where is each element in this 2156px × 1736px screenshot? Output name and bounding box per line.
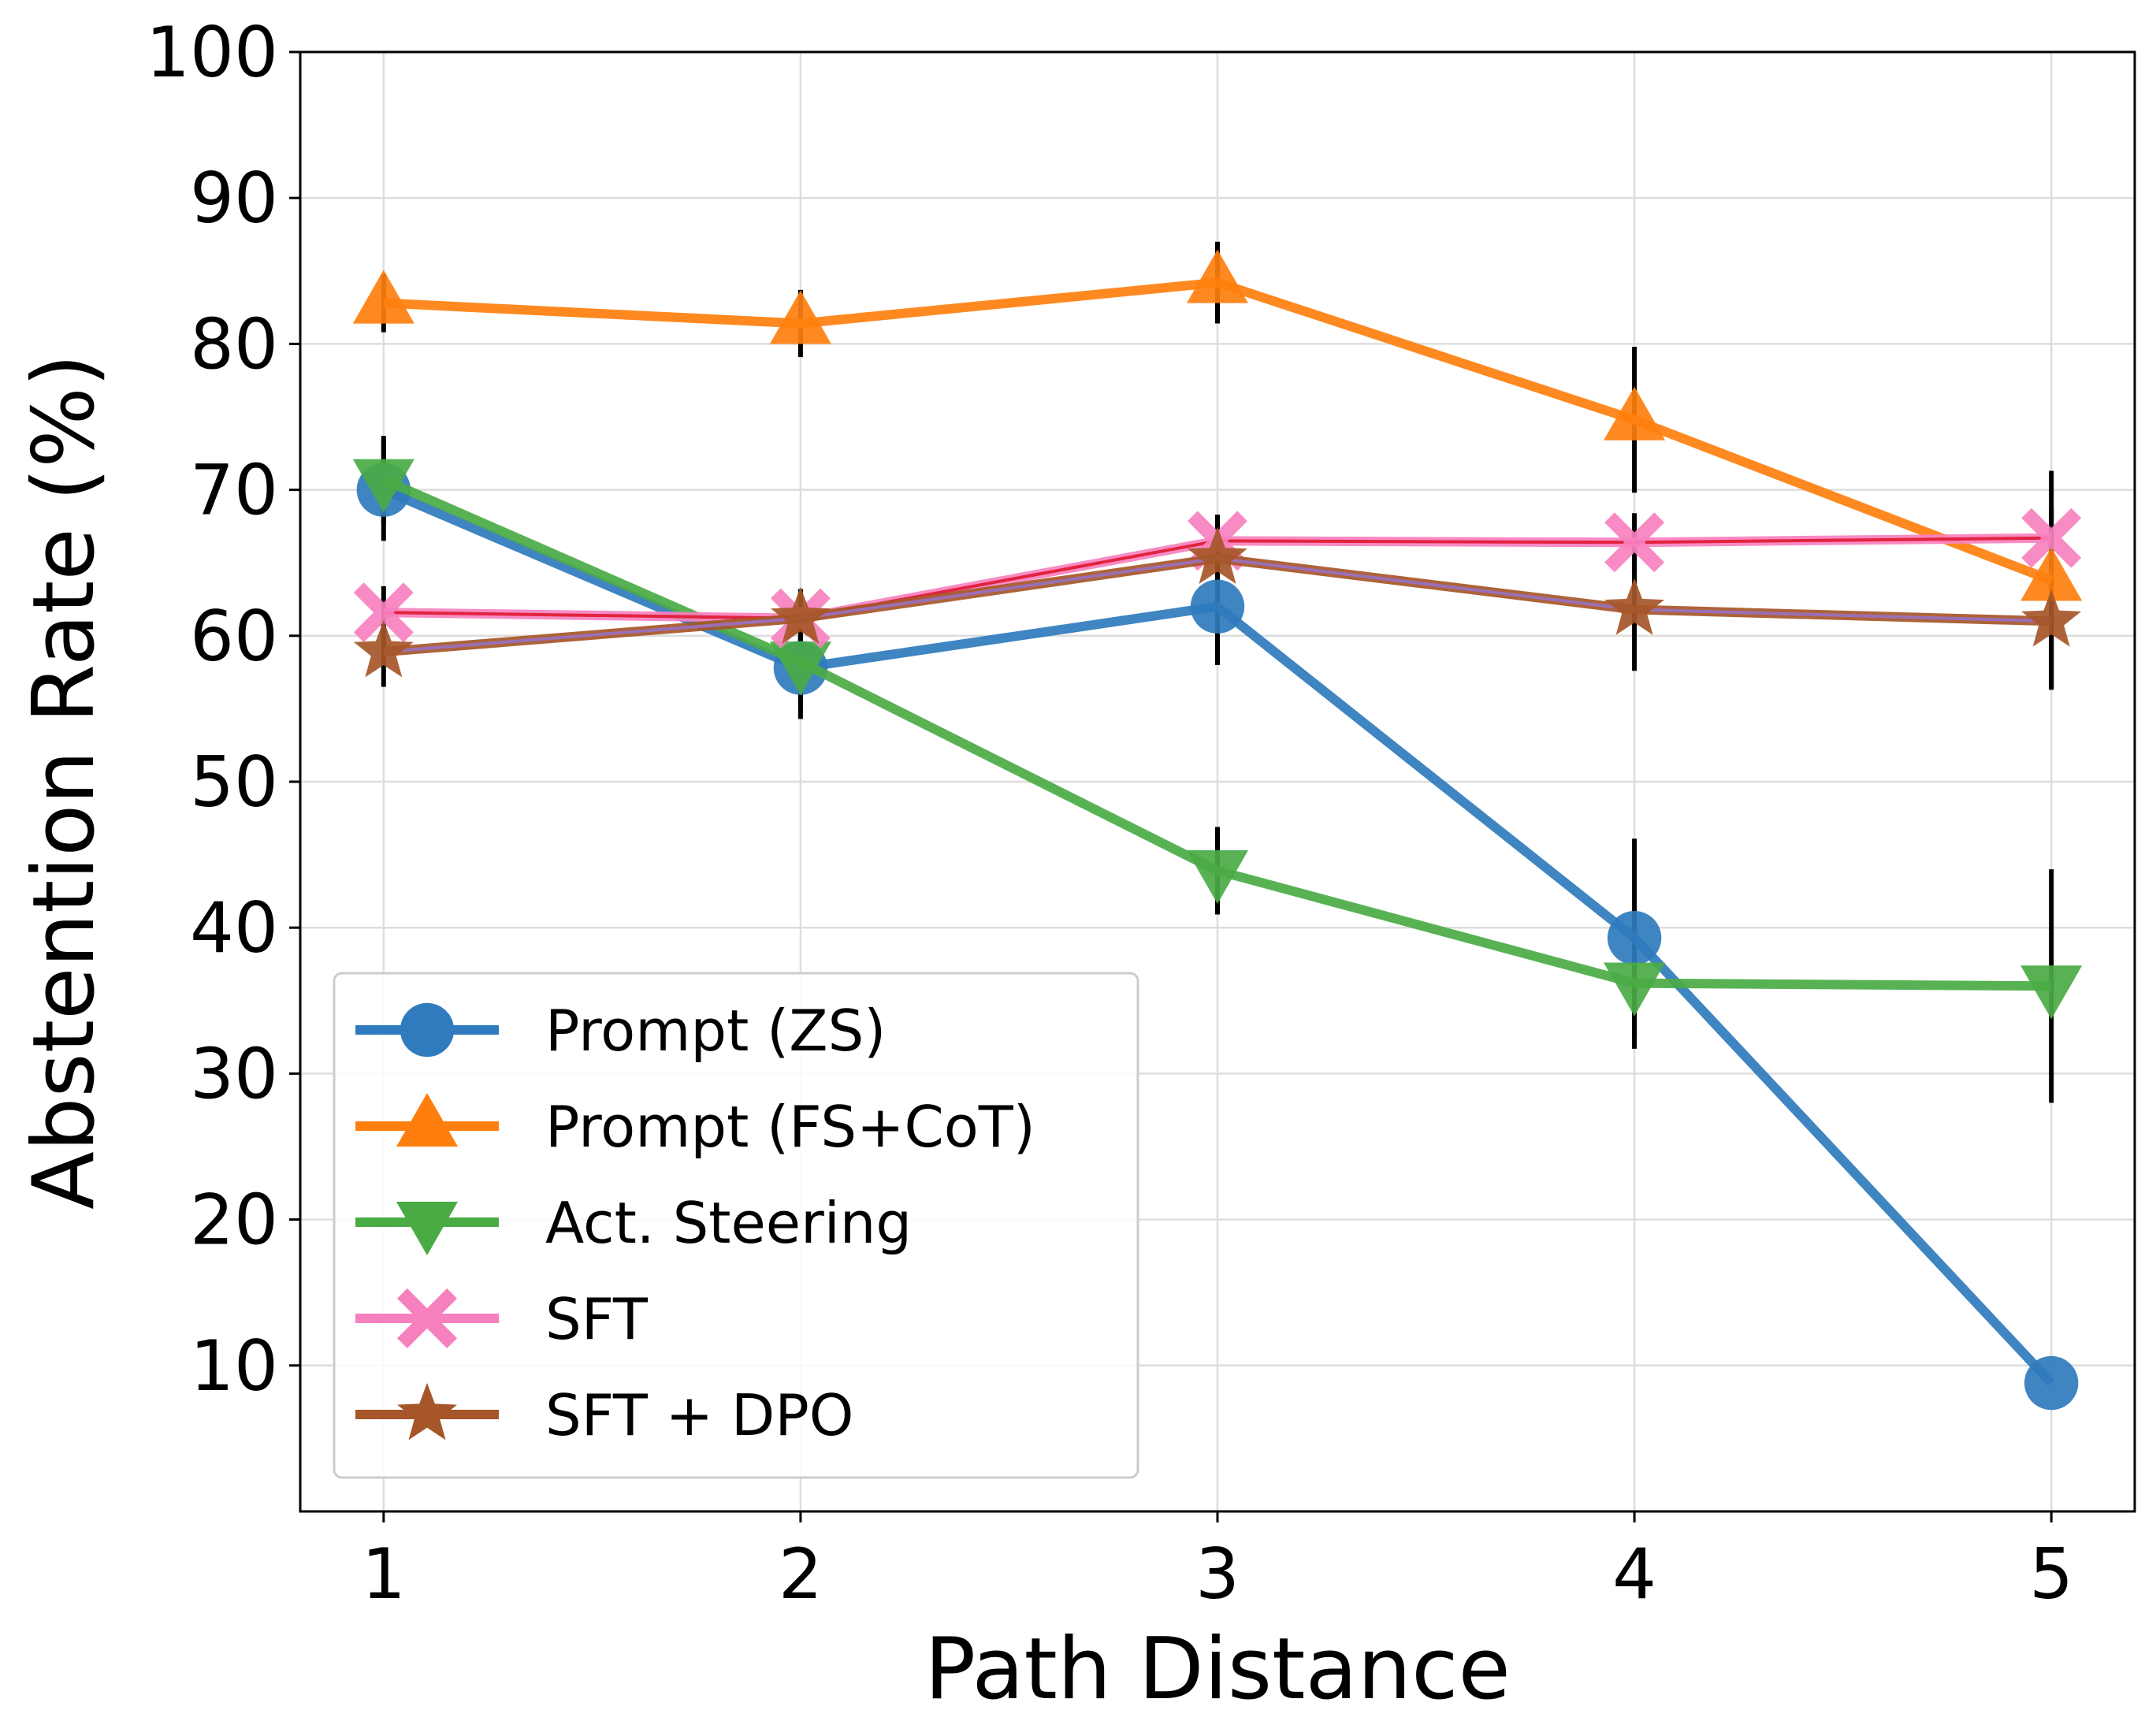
x-tick-label: 5	[2029, 1533, 2073, 1615]
legend-marker	[396, 1201, 459, 1255]
legend-label: SFT	[545, 1286, 649, 1352]
legend-marker	[397, 1383, 457, 1440]
y-tick-label: 50	[190, 742, 278, 823]
x-tick-label: 2	[779, 1533, 823, 1615]
x-tick-label: 4	[1612, 1533, 1656, 1615]
legend-label: Prompt (ZS)	[545, 998, 886, 1064]
legend-label: Act. Steering	[545, 1190, 912, 1256]
data-point	[1186, 249, 1249, 303]
y-tick-label: 40	[190, 887, 278, 968]
data-point	[352, 270, 414, 324]
series-4	[353, 526, 2082, 678]
y-tick-label: 60	[190, 596, 278, 677]
data-point	[2024, 1355, 2079, 1411]
series-2	[352, 459, 2083, 1020]
data-point	[2020, 965, 2083, 1020]
data-point	[1188, 526, 1247, 584]
x-tick-label: 1	[362, 1533, 406, 1615]
series-1	[352, 249, 2083, 601]
y-tick-label: 20	[190, 1180, 278, 1261]
data-point	[1607, 910, 1662, 965]
legend-item-2[interactable]: Act. Steering	[355, 1190, 912, 1256]
y-tick-label: 70	[190, 450, 278, 531]
legend-marker	[397, 1288, 457, 1348]
axis-ticks: 1 2 3 4 5 10 20 30 40 50 60 70 80 90 100	[146, 12, 2073, 1615]
data-point	[1604, 386, 1666, 441]
data-point	[1186, 849, 1249, 904]
y-tick-label: 90	[190, 158, 278, 239]
y-tick-label: 100	[146, 12, 278, 93]
data-point	[353, 582, 414, 643]
legend-label: Prompt (FS+CoT)	[545, 1094, 1035, 1160]
legend-item-0[interactable]: Prompt (ZS)	[355, 998, 886, 1064]
legend-item-1[interactable]: Prompt (FS+CoT)	[355, 1093, 1035, 1160]
data-point	[352, 459, 414, 513]
legend-item-4[interactable]: SFT + DPO	[355, 1382, 853, 1448]
data-point	[1604, 962, 1666, 1017]
data-point	[2021, 507, 2082, 568]
y-tick-label: 80	[190, 303, 278, 385]
data-point	[1604, 512, 1665, 573]
y-tick-label: 10	[190, 1325, 278, 1407]
data-point	[2021, 589, 2082, 647]
data-point	[2020, 547, 2083, 601]
data-point	[353, 620, 414, 678]
y-tick-label: 30	[190, 1033, 278, 1114]
data-point	[1190, 579, 1245, 634]
y-axis-label: Abstention Rate (%)	[15, 354, 113, 1210]
data-point	[1604, 578, 1665, 635]
data-point	[770, 586, 831, 644]
legend-marker	[400, 1002, 455, 1058]
legend-box	[333, 972, 1139, 1479]
legend-item-3[interactable]: SFT	[355, 1286, 649, 1352]
x-tick-label: 3	[1195, 1533, 1240, 1615]
data-point	[769, 641, 831, 696]
legend-label: SFT + DPO	[545, 1382, 853, 1448]
x-axis-label: Path Distance	[924, 1620, 1511, 1719]
legend-marker	[396, 1093, 459, 1147]
data-point	[769, 290, 831, 344]
series-group	[352, 249, 2083, 1411]
legend[interactable]: Prompt (ZS) Prompt (FS+CoT) Act. Steering S…	[333, 972, 1139, 1479]
